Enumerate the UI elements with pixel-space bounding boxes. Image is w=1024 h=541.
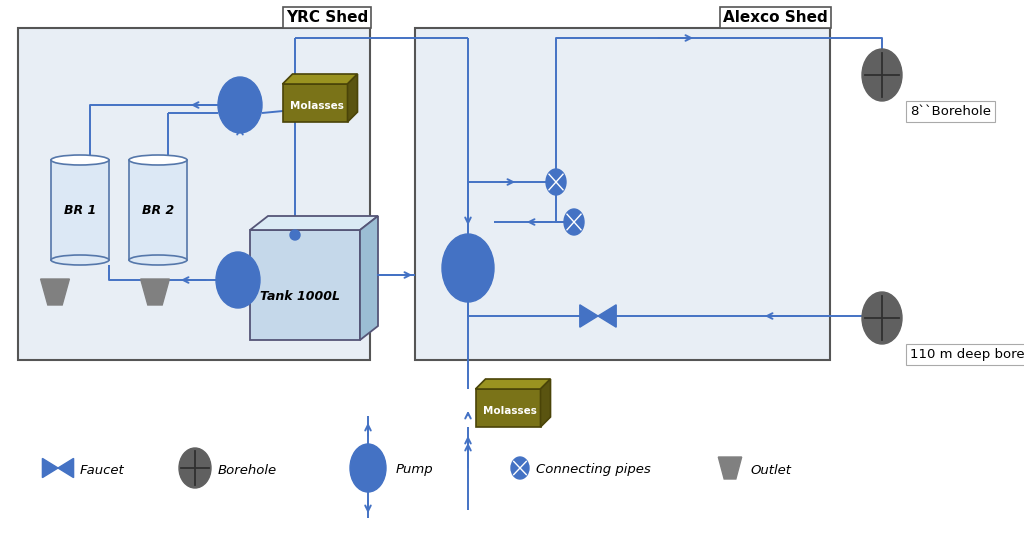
Polygon shape [718, 457, 741, 479]
Ellipse shape [564, 209, 584, 235]
Bar [129, 160, 187, 260]
Ellipse shape [129, 155, 187, 165]
Ellipse shape [179, 448, 211, 488]
Text: BR 1: BR 1 [63, 203, 96, 216]
Text: Molasses: Molasses [290, 101, 344, 111]
Ellipse shape [218, 77, 262, 133]
Polygon shape [283, 74, 357, 84]
Polygon shape [140, 279, 169, 305]
Text: Faucet: Faucet [80, 464, 125, 477]
Polygon shape [475, 379, 551, 389]
Circle shape [290, 230, 300, 240]
Bar [18, 28, 370, 360]
Polygon shape [541, 379, 551, 427]
Text: 110 m deep borehole: 110 m deep borehole [910, 348, 1024, 361]
Polygon shape [347, 74, 357, 122]
Ellipse shape [51, 255, 109, 265]
Polygon shape [41, 279, 70, 305]
Ellipse shape [862, 292, 902, 344]
Ellipse shape [546, 169, 566, 195]
Text: Tank 1000L: Tank 1000L [260, 291, 340, 304]
Bar [283, 84, 347, 122]
Text: Alexco Shed: Alexco Shed [723, 10, 828, 25]
Polygon shape [580, 305, 598, 327]
Text: Connecting pipes: Connecting pipes [536, 464, 650, 477]
Text: Borehole: Borehole [218, 464, 278, 477]
Text: 8``Borehole: 8``Borehole [910, 105, 991, 118]
Ellipse shape [216, 252, 260, 308]
Bar [51, 160, 109, 260]
Bar [250, 230, 360, 340]
Ellipse shape [511, 457, 529, 479]
Polygon shape [58, 458, 74, 478]
Ellipse shape [862, 49, 902, 101]
Text: YRC Shed: YRC Shed [286, 10, 368, 25]
Ellipse shape [442, 234, 494, 302]
Text: Outlet: Outlet [750, 464, 791, 477]
Bar [475, 389, 541, 427]
Ellipse shape [51, 155, 109, 165]
Ellipse shape [129, 255, 187, 265]
Polygon shape [42, 458, 58, 478]
Text: Molasses: Molasses [483, 406, 537, 416]
Bar [415, 28, 830, 360]
Ellipse shape [350, 444, 386, 492]
Polygon shape [598, 305, 616, 327]
Polygon shape [250, 216, 378, 230]
Text: BR 2: BR 2 [142, 203, 174, 216]
Text: Pump: Pump [396, 464, 433, 477]
Polygon shape [360, 216, 378, 340]
